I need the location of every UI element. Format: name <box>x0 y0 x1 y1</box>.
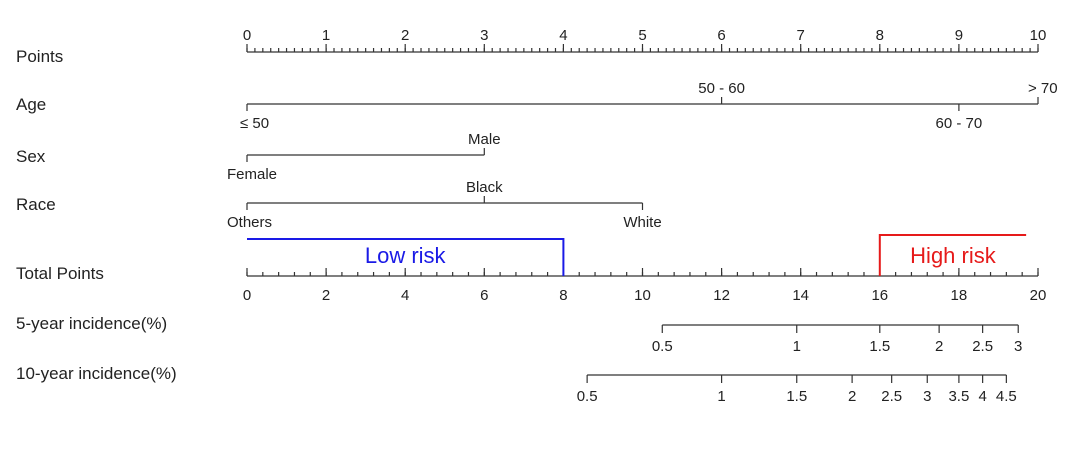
tick-label-total: 20 <box>1030 287 1047 304</box>
tick-label-inc5: 1 <box>793 338 801 355</box>
tick-label-age: > 70 <box>1028 80 1058 97</box>
tick-label-points: 1 <box>322 27 330 44</box>
tick-label-inc10: 2.5 <box>881 388 902 405</box>
row-age: Age ≤ 50 50 - 60 60 - 70 > 70 <box>16 80 1058 132</box>
risk-group-1: High risk <box>878 234 1027 276</box>
tick-label-total: 4 <box>401 287 409 304</box>
tick-label-inc10: 1 <box>717 388 725 405</box>
tick-label-inc5: 2.5 <box>972 338 993 355</box>
tick-label-inc10: 2 <box>848 388 856 405</box>
tick-label-inc5: 3 <box>1014 338 1022 355</box>
tick-label-inc10: 4.5 <box>996 388 1017 405</box>
tick-label-points: 4 <box>559 27 567 44</box>
tick-label-points: 7 <box>797 27 805 44</box>
row-inc5: 5-year incidence(%) 0.5 1 1.5 2 2.5 3 <box>16 314 1022 355</box>
tick-label-total: 14 <box>792 287 809 304</box>
tick-label-total: 10 <box>634 287 651 304</box>
tick-label-points: 8 <box>876 27 884 44</box>
tick-label-race: White <box>623 214 661 231</box>
row-sex: Sex Female Male <box>16 131 501 183</box>
risk-group-0: Low risk <box>247 238 565 276</box>
risk-label-low: Low risk <box>365 243 447 268</box>
tick-label-points: 2 <box>401 27 409 44</box>
tick-label-race: Others <box>227 214 272 231</box>
risk-group-overlay: Low risk High risk <box>247 234 1027 276</box>
row-label-age: Age <box>16 95 46 114</box>
tick-label-inc10: 0.5 <box>577 388 598 405</box>
tick-label-age: ≤ 50 <box>240 115 269 132</box>
tick-label-inc10: 3 <box>923 388 931 405</box>
tick-label-points: 6 <box>717 27 725 44</box>
tick-label-inc5: 2 <box>935 338 943 355</box>
tick-label-inc10: 4 <box>978 388 986 405</box>
tick-label-points: 9 <box>955 27 963 44</box>
row-label-race: Race <box>16 195 56 214</box>
tick-label-inc10: 1.5 <box>786 388 807 405</box>
row-label-inc5: 5-year incidence(%) <box>16 314 167 333</box>
risk-bracket-high <box>878 234 1027 276</box>
tick-label-total: 8 <box>559 287 567 304</box>
tick-label-age: 50 - 60 <box>698 80 745 97</box>
tick-label-inc10: 3.5 <box>948 388 969 405</box>
tick-label-points: 10 <box>1030 27 1047 44</box>
tick-label-race: Black <box>466 179 503 196</box>
tick-label-total: 18 <box>951 287 968 304</box>
row-total: Total Points 0 2 4 6 8 10 12 14 16 18 20 <box>16 264 1046 304</box>
risk-label-high: High risk <box>910 243 997 268</box>
tick-label-total: 2 <box>322 287 330 304</box>
tick-label-points: 3 <box>480 27 488 44</box>
tick-label-points: 0 <box>243 27 251 44</box>
row-label-inc10: 10-year incidence(%) <box>16 364 177 383</box>
tick-label-sex: Female <box>227 166 277 183</box>
row-label-total: Total Points <box>16 264 104 283</box>
tick-label-age: 60 - 70 <box>936 115 983 132</box>
tick-label-inc5: 1.5 <box>869 338 890 355</box>
tick-label-total: 6 <box>480 287 488 304</box>
risk-bracket-low <box>247 238 565 276</box>
tick-label-total: 0 <box>243 287 251 304</box>
tick-label-total: 12 <box>713 287 730 304</box>
row-race: Race Others Black White <box>16 179 662 231</box>
row-points: Points 0 1 2 3 4 5 6 7 8 9 10 <box>16 27 1046 66</box>
row-label-sex: Sex <box>16 147 46 166</box>
row-label-points: Points <box>16 47 63 66</box>
row-inc10: 10-year incidence(%) 0.5 1 1.5 2 2.5 3 3.5 4 4.5 <box>16 364 1017 405</box>
tick-label-inc5: 0.5 <box>652 338 673 355</box>
tick-label-points: 5 <box>638 27 646 44</box>
tick-label-sex: Male <box>468 131 501 148</box>
tick-label-total: 16 <box>871 287 888 304</box>
